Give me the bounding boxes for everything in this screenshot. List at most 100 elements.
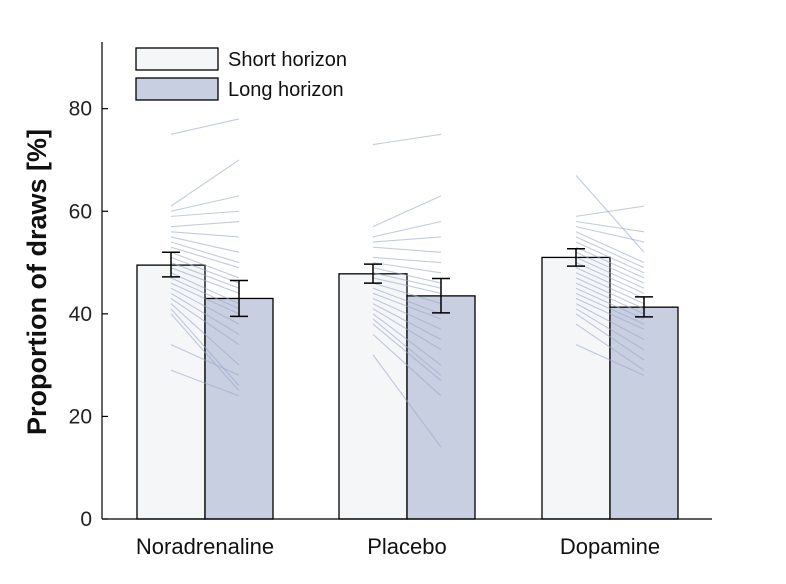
subject-line-placebo-6: [372, 262, 442, 274]
x-tick-labels: Noradrenaline Placebo Dopamine: [136, 534, 660, 559]
subject-line-noradrenaline-17: [170, 292, 240, 335]
subject-line-noradrenaline-21: [170, 313, 240, 392]
legend-label-short-horizon: Short horizon: [228, 49, 347, 71]
subject-line-placebo-12: [372, 292, 442, 320]
subject-line-placebo-18: [372, 323, 442, 381]
subject-line-noradrenaline-2: [170, 195, 240, 212]
subject-line-noradrenaline-15: [170, 282, 240, 315]
x-tick-label-noradrenaline: Noradrenaline: [136, 534, 274, 559]
subject-line-dopamine-17: [575, 297, 645, 330]
subject-line-noradrenaline-10: [170, 256, 240, 284]
subject-line-noradrenaline-11: [170, 262, 240, 289]
subject-line-noradrenaline-0: [170, 118, 240, 135]
subject-line-placebo-9: [372, 277, 442, 294]
subject-line-placebo-19: [372, 333, 442, 397]
subject-line-noradrenaline-8: [170, 246, 240, 269]
subject-line-dopamine-16: [575, 292, 645, 325]
subject-line-placebo-11: [372, 287, 442, 315]
subject-line-dopamine-11: [575, 267, 645, 299]
subject-line-placebo-20: [372, 354, 442, 448]
subject-line-noradrenaline-1: [170, 159, 240, 207]
subject-line-dopamine-13: [575, 277, 645, 310]
x-tick-label-dopamine: Dopamine: [560, 534, 660, 559]
subject-line-dopamine-6: [575, 241, 645, 274]
subject-line-placebo-7: [372, 267, 442, 284]
subject-line-dopamine-2: [575, 220, 645, 233]
subject-line-noradrenaline-9: [170, 251, 240, 279]
error-bar-noradrenaline-short: [162, 251, 180, 278]
subject-line-noradrenaline-19: [170, 303, 240, 366]
subject-line-dopamine-9: [575, 256, 645, 289]
subject-line-dopamine-22: [575, 344, 645, 376]
subject-line-placebo-0: [372, 133, 442, 146]
error-bar-noradrenaline-long: [230, 279, 248, 318]
legend: Short horizon Long horizon: [135, 47, 347, 101]
subject-line-dopamine-18: [575, 303, 645, 340]
subject-line-noradrenaline-20: [170, 308, 240, 387]
subject-line-placebo-13: [372, 297, 442, 330]
subject-line-dopamine-15: [575, 287, 645, 320]
bar-placebo-short: [338, 273, 408, 520]
subject-line-noradrenaline-12: [170, 267, 240, 294]
subject-line-noradrenaline-23: [170, 369, 240, 397]
subject-line-noradrenaline-16: [170, 287, 240, 325]
subject-line-dopamine-0: [575, 174, 645, 253]
subject-line-noradrenaline-4: [170, 220, 240, 228]
subject-lines: [170, 118, 645, 448]
subject-line-dopamine-1: [575, 205, 645, 217]
legend-swatch-short-horizon: [135, 47, 219, 71]
x-tick-label-placebo: Placebo: [367, 534, 447, 559]
error-bar-placebo-long: [432, 277, 450, 314]
subject-line-noradrenaline-5: [170, 231, 240, 238]
subject-line-placebo-4: [372, 246, 442, 253]
y-tick-label-0: 0: [80, 508, 92, 531]
y-tick-label-20: 20: [69, 405, 92, 428]
y-ticks: 0 20 40 60 80: [69, 98, 108, 531]
subject-line-dopamine-10: [575, 262, 645, 294]
subject-line-noradrenaline-13: [170, 272, 240, 305]
legend-swatch-long-horizon: [135, 77, 219, 101]
subject-line-placebo-15: [372, 308, 442, 351]
legend-label-long-horizon: Long horizon: [228, 79, 344, 101]
subject-line-dopamine-19: [575, 308, 645, 351]
subject-line-noradrenaline-6: [170, 236, 240, 253]
subject-line-placebo-16: [372, 313, 442, 366]
subject-line-dopamine-5: [575, 236, 645, 269]
error-bars: [162, 247, 653, 318]
bar-dopamine-long: [609, 306, 679, 520]
subject-line-placebo-5: [372, 256, 442, 264]
y-tick-label-80: 80: [69, 98, 92, 121]
subject-line-noradrenaline-14: [170, 277, 240, 310]
subject-line-dopamine-7: [575, 246, 645, 279]
subject-line-dopamine-12: [575, 272, 645, 305]
y-tick-label-40: 40: [69, 303, 92, 326]
y-tick-label-60: 60: [69, 200, 92, 223]
subject-line-placebo-1: [372, 195, 442, 228]
bar-dopamine-short: [541, 256, 611, 520]
subject-line-placebo-17: [372, 318, 442, 376]
bar-placebo-long: [406, 295, 476, 520]
subject-line-dopamine-21: [575, 323, 645, 371]
bar-noradrenaline-short: [136, 264, 206, 520]
subject-line-noradrenaline-18: [170, 297, 240, 346]
error-bar-dopamine-short: [567, 247, 585, 267]
error-bar-dopamine-long: [635, 296, 653, 318]
subject-line-dopamine-4: [575, 231, 645, 264]
subject-line-dopamine-8: [575, 251, 645, 284]
subject-line-placebo-14: [372, 303, 442, 340]
subject-line-noradrenaline-3: [170, 210, 240, 217]
subject-line-placebo-3: [372, 236, 442, 243]
subject-line-noradrenaline-7: [170, 241, 240, 264]
subject-line-placebo-8: [372, 272, 442, 289]
error-bar-placebo-short: [364, 263, 382, 284]
axes: [101, 42, 712, 520]
subject-line-dopamine-14: [575, 282, 645, 315]
bar-noradrenaline-long: [204, 297, 274, 520]
subject-line-dopamine-20: [575, 313, 645, 361]
bars: [136, 256, 679, 520]
subject-line-noradrenaline-22: [170, 344, 240, 376]
y-axis-label: Proportion of draws [%]: [22, 129, 52, 435]
subject-line-dopamine-3: [575, 226, 645, 243]
subject-line-placebo-10: [372, 282, 442, 305]
